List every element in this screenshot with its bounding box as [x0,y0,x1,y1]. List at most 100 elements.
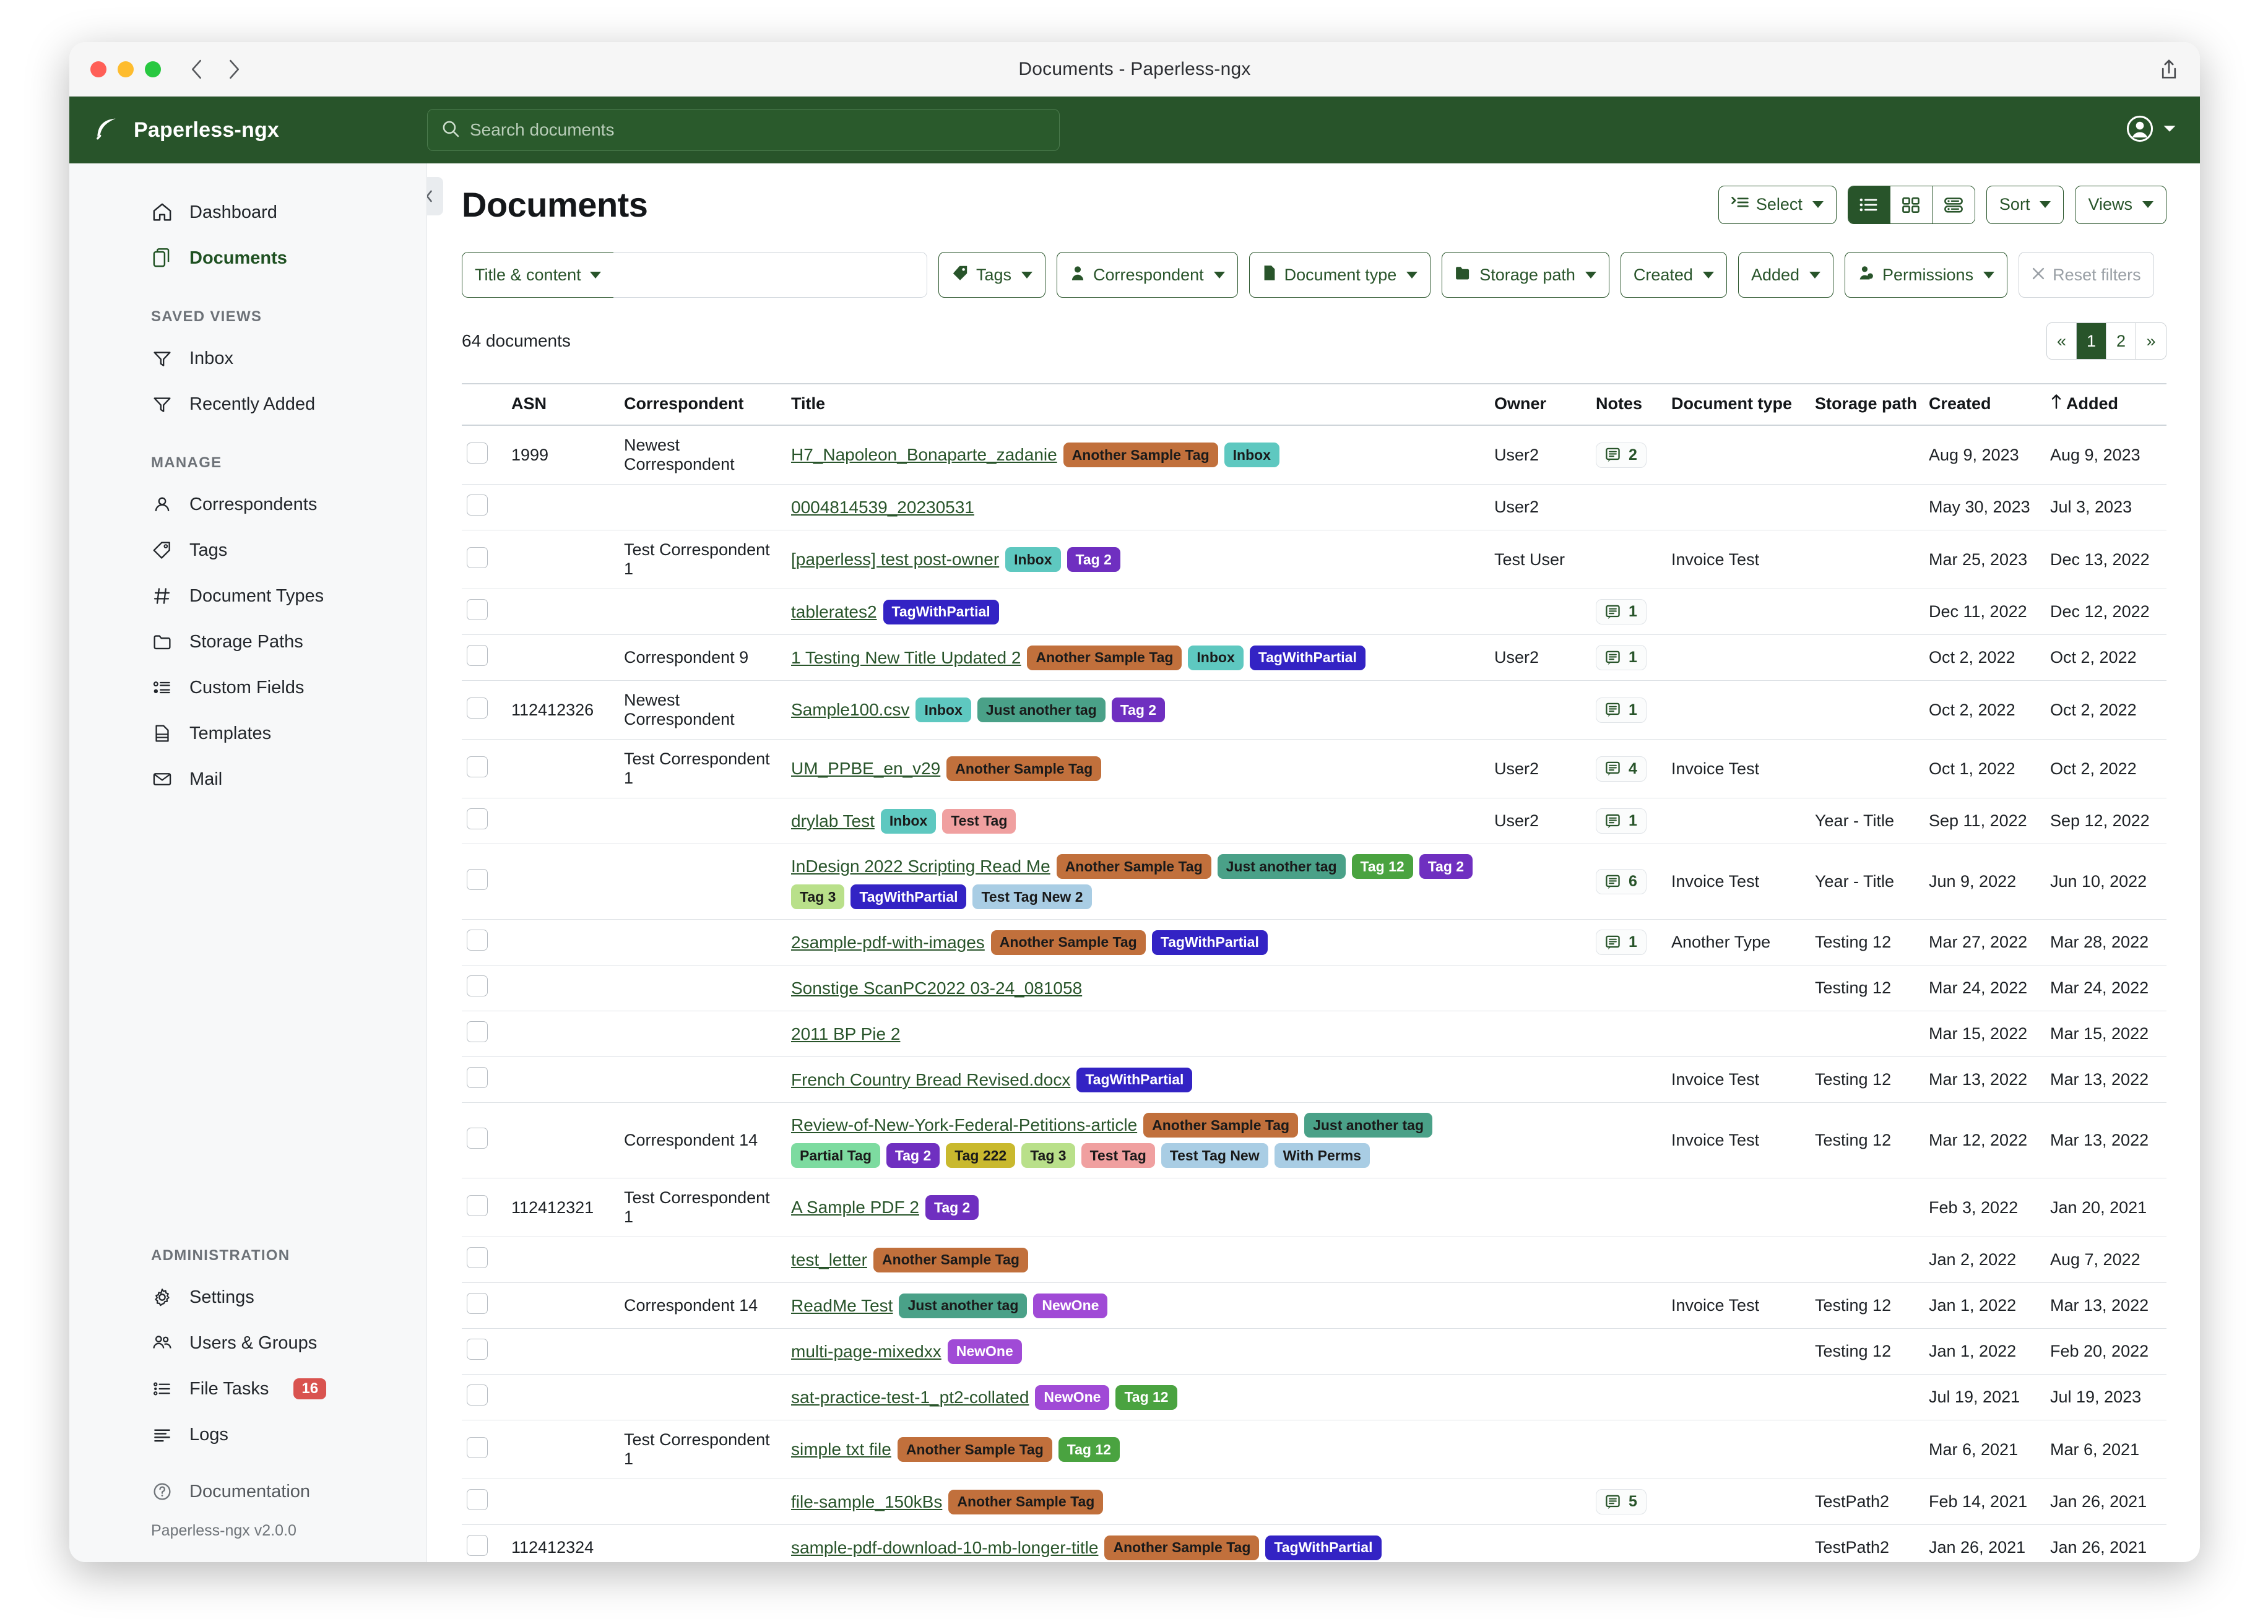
filter-permissions[interactable]: Permissions [1845,252,2008,298]
filter-tags[interactable]: Tags [938,252,1046,298]
tag-chip[interactable]: Test Tag New [1161,1143,1268,1168]
reset-filters-button[interactable]: Reset filters [2019,252,2154,298]
row-checkbox[interactable] [467,442,488,464]
row-checkbox-cell[interactable] [462,1479,506,1525]
global-search[interactable] [427,109,1060,151]
sidebar-item-dashboard[interactable]: Dashboard [69,189,426,235]
tag-chip[interactable]: Another Sample Tag [1063,443,1218,467]
tag-chip[interactable]: Tag 2 [1111,698,1166,722]
document-title-link[interactable]: test_letter [791,1250,867,1269]
row-checkbox[interactable] [467,1489,488,1510]
sidebar-item-settings[interactable]: Settings [69,1274,426,1320]
column-header-asn[interactable]: ASN [506,383,619,426]
row-checkbox-cell[interactable] [462,589,506,635]
notes-badge[interactable]: 1 [1596,599,1647,624]
column-header-document-type[interactable]: Document type [1666,383,1810,426]
document-title-link[interactable]: sample-pdf-download-10-mb-longer-title [791,1537,1099,1557]
document-title-link[interactable]: InDesign 2022 Scripting Read Me [791,857,1050,876]
row-checkbox[interactable] [467,1067,488,1088]
row-checkbox[interactable] [467,1535,488,1556]
title-content-input[interactable] [613,252,927,298]
sidebar-item-recently-added[interactable]: Recently Added [69,381,426,427]
tag-chip[interactable]: Just another tag [1217,854,1346,879]
sort-button[interactable]: Sort [1986,185,2064,224]
table-row[interactable]: Test Correspondent 1 simple txt file Anoth… [462,1420,2166,1479]
column-header-owner[interactable]: Owner [1489,383,1591,426]
row-checkbox[interactable] [467,1021,488,1042]
tag-chip[interactable]: Another Sample Tag [1143,1113,1299,1138]
tag-chip[interactable]: TagWithPartial [1249,645,1366,670]
table-row[interactable]: 112412326 Newest Correspondent Sample100.c… [462,680,2166,740]
document-title-link[interactable]: 2011 BP Pie 2 [791,1024,901,1043]
table-row[interactable]: 112412324 sample-pdf-download-10-mb-longe… [462,1524,2166,1562]
document-title-link[interactable]: multi-page-mixedxx [791,1341,941,1361]
document-title-link[interactable]: [paperless] test post-owner [791,550,1000,569]
row-checkbox[interactable] [467,1194,488,1216]
filter-correspondent[interactable]: Correspondent [1057,252,1238,298]
row-checkbox-cell[interactable] [462,798,506,844]
sidebar-item-document-types[interactable]: Document Types [69,573,426,619]
row-checkbox[interactable] [467,808,488,829]
document-title-link[interactable]: Sample100.csv [791,700,910,719]
row-checkbox-cell[interactable] [462,1056,506,1103]
tag-chip[interactable]: Tag 222 [946,1143,1016,1168]
notes-badge[interactable]: 4 [1596,756,1647,782]
row-checkbox[interactable] [467,930,488,951]
tag-chip[interactable]: Another Sample Tag [897,1437,1052,1462]
row-checkbox-cell[interactable] [462,1420,506,1479]
row-checkbox-cell[interactable] [462,965,506,1011]
notes-badge[interactable]: 1 [1596,697,1647,723]
minimize-window-button[interactable] [118,61,134,77]
column-header-created[interactable]: Created [1924,383,2045,426]
search-input[interactable] [470,120,1045,140]
row-checkbox[interactable] [467,645,488,666]
row-checkbox[interactable] [467,869,488,890]
account-menu[interactable] [2126,114,2176,146]
tag-chip[interactable]: Test Tag [942,808,1016,834]
tag-chip[interactable]: TagWithPartial [1151,930,1268,955]
notes-badge[interactable]: 5 [1596,1489,1647,1514]
filter-document-type[interactable]: Document type [1249,252,1431,298]
tag-chip[interactable]: Tag 12 [1351,854,1413,879]
tag-chip[interactable]: Test Tag New 2 [972,884,1092,909]
title-content-filter[interactable]: Title & content [462,252,927,298]
tag-chip[interactable]: Another Sample Tag [1056,854,1211,879]
tag-chip[interactable]: With Perms [1274,1143,1370,1168]
pagination-prev[interactable]: « [2047,323,2077,359]
table-row[interactable]: 2sample-pdf-with-images Another Sample Ta… [462,919,2166,965]
row-checkbox[interactable] [467,1384,488,1406]
row-checkbox-cell[interactable] [462,1328,506,1375]
document-title-link[interactable]: sat-practice-test-1_pt2-collated [791,1387,1029,1407]
tag-chip[interactable]: Another Sample Tag [946,756,1102,781]
sidebar-item-correspondents[interactable]: Correspondents [69,482,426,527]
table-row[interactable]: file-sample_150kBs Another Sample Tag 5 Tes… [462,1479,2166,1525]
row-checkbox-cell[interactable] [462,1102,506,1178]
pagination-page-2[interactable]: 2 [2106,323,2136,359]
table-row[interactable]: 0004814539_20230531 User2 May 30, 2023 Jul … [462,484,2166,530]
row-checkbox[interactable] [467,495,488,516]
notes-badge[interactable]: 2 [1596,442,1647,468]
sidebar-item-logs[interactable]: Logs [69,1412,426,1458]
collapse-sidebar-button[interactable] [427,177,443,215]
window-traffic-lights[interactable] [90,61,161,77]
tag-chip[interactable]: Inbox [1005,547,1061,572]
app-brand[interactable]: Paperless-ngx [93,115,427,145]
view-mode-list[interactable] [1848,186,1890,223]
row-checkbox-cell[interactable] [462,1374,506,1420]
column-header-added[interactable]: Added [2045,383,2166,426]
row-checkbox-cell[interactable] [462,919,506,965]
tag-chip[interactable]: Just another tag [977,698,1106,722]
row-checkbox-cell[interactable] [462,425,506,485]
tag-chip[interactable]: Another Sample Tag [990,930,1146,955]
row-checkbox[interactable] [467,599,488,620]
tag-chip[interactable]: Just another tag [899,1293,1028,1318]
tag-chip[interactable]: TagWithPartial [883,599,999,624]
filter-storage-path[interactable]: Storage path [1442,252,1609,298]
row-checkbox-cell[interactable] [462,1237,506,1283]
tag-chip[interactable]: NewOne [947,1339,1022,1364]
table-row[interactable]: Sonstige ScanPC2022 03-24_081058 Testing … [462,965,2166,1011]
tag-chip[interactable]: Inbox [915,698,971,722]
document-title-link[interactable]: A Sample PDF 2 [791,1198,919,1217]
sidebar-item-tags[interactable]: Tags [69,527,426,573]
row-checkbox-cell[interactable] [462,634,506,681]
